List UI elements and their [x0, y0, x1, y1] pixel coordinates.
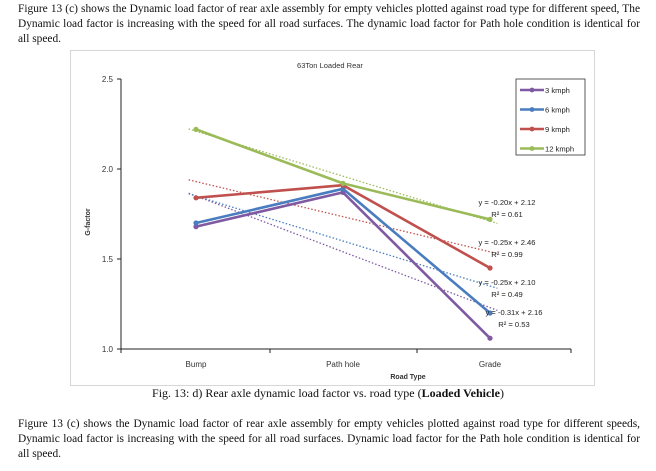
legend-marker — [529, 126, 535, 132]
figure-caption: Fig. 13: d) Rear axle dynamic load facto… — [0, 386, 656, 401]
trendline-r2: R² = 0.99 — [491, 250, 522, 259]
caption-suffix: ) — [499, 386, 504, 400]
chart-title: 63Ton Loaded Rear — [297, 61, 363, 70]
y-tick-label: 2.0 — [102, 165, 114, 174]
caption-bold: Loaded Vehicle — [421, 386, 500, 400]
trendline-r2: R² = 0.53 — [498, 320, 529, 329]
x-tick-label: Bump — [186, 360, 207, 369]
legend-marker — [529, 146, 535, 151]
data-point — [340, 186, 346, 192]
legend-marker — [529, 87, 535, 93]
data-point — [193, 220, 199, 226]
legend-label: 9 kmph — [545, 125, 570, 134]
series-line — [195, 128, 491, 221]
trendline-equation: y = -0.25x + 2.10 — [479, 278, 536, 287]
trendline-r2: R² = 0.49 — [491, 290, 522, 299]
line-chart: 63Ton Loaded Rear 1.0 1.5 2.0 2.5 Bump Path ho… — [85, 61, 586, 381]
legend-label: 6 kmph — [545, 106, 570, 115]
trendline-equation: y = -0.25x + 2.46 — [479, 238, 536, 247]
trendline — [188, 192, 498, 311]
data-point — [340, 180, 346, 186]
legend-box — [515, 78, 586, 156]
series-line — [195, 183, 491, 270]
y-tick-label: 2.5 — [102, 75, 114, 84]
data-point — [487, 310, 493, 316]
trendline-equation: y = -0.20x + 2.12 — [479, 198, 536, 207]
x-tick-label: Path hole — [326, 360, 360, 369]
legend-label: 12 kmph — [545, 145, 574, 154]
x-tick-label: Grade — [479, 360, 502, 369]
paragraph-bottom: Figure 13 (c) shows the Dynamic load fac… — [18, 418, 640, 460]
trendline — [188, 193, 498, 289]
data-point — [193, 126, 199, 132]
data-point — [487, 335, 493, 341]
data-point — [193, 195, 199, 201]
data-point — [487, 216, 493, 222]
data-point — [487, 265, 493, 271]
y-axis-label: G-factor — [85, 208, 92, 236]
chart-area: 63Ton Loaded Rear 1.0 1.5 2.0 2.5 Bump Path ho… — [70, 50, 595, 386]
y-tick-label: 1.5 — [102, 255, 114, 264]
caption-prefix: Fig. 13: d) Rear axle dynamic load facto… — [152, 386, 422, 400]
series-line — [195, 191, 491, 340]
x-axis-label: Road Type — [390, 374, 425, 381]
data-point — [193, 224, 199, 230]
trendline-equation: y = -0.31x + 2.16 — [486, 308, 543, 317]
y-tick-label: 1.0 — [102, 345, 114, 354]
trendline — [188, 179, 498, 255]
legend-label: 3 kmph — [545, 86, 570, 95]
legend-marker — [529, 107, 535, 112]
paragraph-top: Figure 13 (c) shows the Dynamic load fac… — [18, 3, 640, 45]
trendline-r2: R² = 0.61 — [491, 210, 522, 219]
